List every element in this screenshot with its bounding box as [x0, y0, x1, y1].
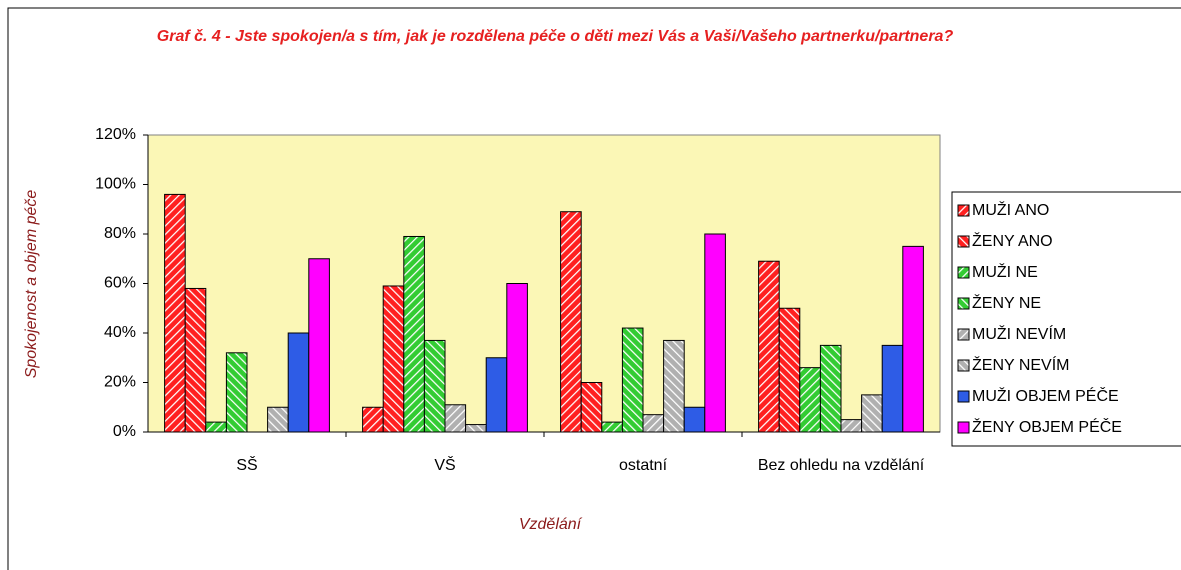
bar	[485, 357, 508, 433]
y-tick-label: 60%	[104, 275, 136, 292]
bar	[225, 352, 248, 433]
y-tick-label: 120%	[95, 126, 136, 143]
bar	[205, 421, 227, 433]
bar	[902, 245, 924, 433]
legend-label: MUŽI NE	[972, 262, 1038, 281]
bar	[403, 235, 425, 433]
y-tick-label: 0%	[113, 423, 136, 440]
bar	[164, 193, 186, 433]
bar	[382, 285, 405, 433]
legend-label: ŽENY ANO	[972, 231, 1053, 250]
chart-title: Graf č. 4 - Jste spokojen/a s tím, jak j…	[156, 28, 954, 45]
legend-box	[951, 191, 1181, 447]
bar	[881, 344, 904, 433]
x-tick-label: ostatní	[618, 457, 668, 474]
legend-swatch	[957, 235, 970, 248]
y-tick-label: 20%	[104, 374, 136, 391]
bar	[621, 327, 644, 433]
bar	[663, 339, 685, 433]
legend-swatch	[957, 204, 970, 217]
x-tick-label: SŠ	[236, 457, 258, 474]
legend-label: MUŽI NEVÍM	[972, 324, 1066, 343]
bar	[267, 406, 289, 433]
legend-label: ŽENY NEVÍM	[972, 355, 1070, 374]
legend-swatch	[957, 359, 970, 372]
bar	[840, 419, 863, 433]
legend-label: MUŽI ANO	[972, 200, 1049, 219]
legend-swatch	[957, 297, 970, 310]
y-axis-label: Spokojenost a objem péče	[23, 190, 40, 379]
bar	[778, 307, 801, 433]
bar	[465, 424, 487, 433]
legend-swatch	[957, 421, 970, 434]
legend-label: MUŽI OBJEM PÉČE	[972, 386, 1119, 405]
bar	[704, 233, 726, 433]
legend-label: ŽENY NE	[972, 293, 1041, 312]
bar	[423, 339, 446, 433]
bar	[287, 332, 310, 433]
frame	[7, 7, 1181, 570]
bar	[642, 414, 665, 433]
y-tick-label: 100%	[95, 176, 136, 193]
x-tick-label: VŠ	[434, 457, 456, 474]
bar	[683, 406, 706, 433]
y-tick-label: 40%	[104, 324, 136, 341]
bar	[819, 344, 842, 433]
bar	[758, 260, 780, 433]
bar	[184, 287, 207, 433]
legend-swatch	[957, 390, 970, 403]
bar	[362, 406, 384, 433]
bar	[444, 404, 467, 433]
x-tick-label: Bez ohledu na vzdělání	[757, 457, 925, 474]
bar	[799, 367, 821, 433]
bar	[308, 258, 330, 433]
x-axis-label: Vzdělání	[518, 516, 582, 533]
legend-swatch	[957, 266, 970, 279]
y-tick-label: 80%	[104, 225, 136, 242]
bar	[560, 211, 582, 433]
bar	[506, 283, 528, 433]
bar	[580, 382, 603, 433]
bar	[861, 394, 883, 433]
legend-label: ŽENY OBJEM PÉČE	[972, 417, 1122, 436]
legend-swatch	[957, 328, 970, 341]
bar	[601, 421, 623, 433]
